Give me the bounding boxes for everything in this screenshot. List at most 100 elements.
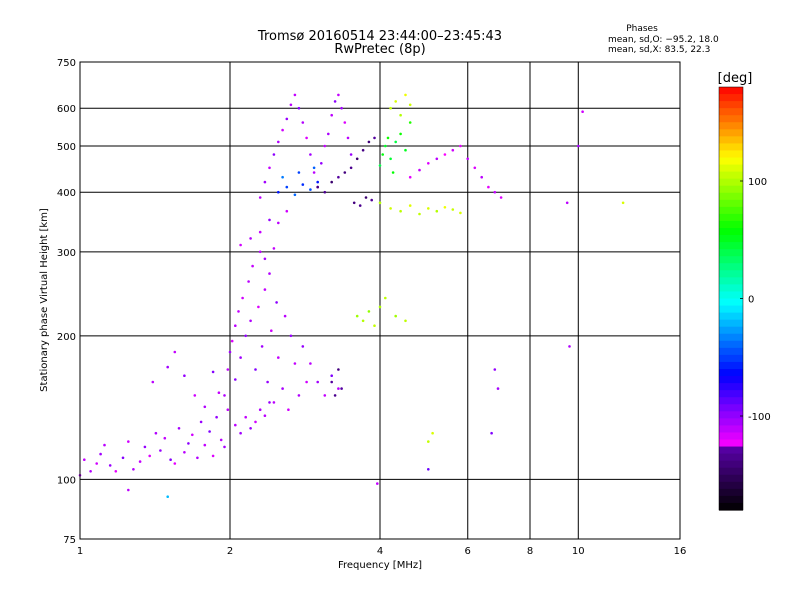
- data-point: [114, 470, 118, 473]
- data-point: [378, 305, 382, 309]
- y-tick-label: 75: [63, 535, 76, 546]
- colorbar-band: [719, 213, 743, 222]
- colorbar-band: [719, 361, 743, 370]
- data-point: [389, 207, 392, 210]
- data-point: [418, 212, 421, 216]
- colorbar-band: [719, 157, 743, 166]
- data-point: [223, 445, 226, 449]
- colorbar-band: [719, 150, 743, 159]
- data-point: [568, 345, 571, 348]
- data-point: [281, 175, 284, 179]
- data-point: [285, 209, 289, 213]
- data-point: [323, 190, 327, 194]
- y-axis-label: Stationary phase Virtual Height [km]: [39, 208, 50, 392]
- data-point: [343, 171, 347, 174]
- data-point: [258, 230, 262, 234]
- chart-title: Tromsø 20160514 23:44:00–23:45:43: [257, 29, 502, 44]
- data-point: [312, 166, 316, 170]
- data-point: [268, 218, 271, 222]
- colorbar-band: [719, 474, 743, 483]
- data-point: [459, 211, 462, 215]
- data-point: [173, 462, 177, 465]
- data-point: [226, 408, 230, 412]
- colorbar-tick-label: 100: [748, 177, 767, 188]
- y-tick-label: 400: [57, 188, 76, 199]
- data-point: [389, 106, 392, 110]
- colorbar-band: [719, 481, 743, 490]
- data-point: [272, 153, 276, 156]
- x-tick-label: 6: [465, 546, 471, 557]
- x-tick-label: 1: [77, 546, 83, 557]
- data-point: [263, 180, 267, 184]
- colorbar-band: [719, 242, 743, 250]
- x-axis-label: Frequency [MHz]: [338, 560, 422, 571]
- data-point: [376, 482, 379, 485]
- colorbar-band: [719, 178, 743, 187]
- data-point: [346, 136, 350, 140]
- colorbar-band: [719, 418, 743, 426]
- data-point: [83, 458, 86, 462]
- data-point: [258, 250, 262, 254]
- data-point: [99, 452, 102, 456]
- data-point: [211, 370, 215, 374]
- colorbar-band: [719, 171, 743, 180]
- data-point: [408, 204, 412, 207]
- data-point: [327, 132, 330, 136]
- data-point: [166, 495, 169, 499]
- data-point: [215, 415, 218, 419]
- colorbar-ticks: 100 0 -100: [740, 177, 771, 423]
- data-point: [258, 408, 262, 412]
- data-point: [166, 365, 169, 369]
- x-tick-label: 4: [377, 546, 383, 557]
- data-point: [323, 394, 327, 397]
- data-point: [219, 438, 223, 442]
- data-point: [249, 237, 252, 240]
- y-tick-label: 600: [57, 104, 76, 115]
- data-point: [293, 93, 297, 97]
- data-point: [277, 221, 280, 225]
- colorbar-band: [719, 488, 743, 497]
- colorbar-band: [719, 263, 743, 271]
- data-point: [408, 121, 412, 124]
- chart-subtitle: RwPretec (8p): [334, 42, 425, 57]
- data-point: [473, 166, 477, 170]
- data-point: [337, 368, 340, 371]
- data-point: [490, 431, 493, 435]
- data-point: [581, 110, 584, 113]
- colorbar-band: [719, 164, 743, 173]
- colorbar-band: [719, 129, 743, 137]
- x-tick-label: 8: [527, 546, 533, 557]
- data-point: [384, 296, 387, 300]
- x-axis-ticks: 1 2 4 6 8 10 16: [77, 546, 687, 557]
- data-point: [427, 468, 430, 471]
- y-tick-label: 750: [57, 58, 76, 69]
- data-point: [89, 470, 92, 473]
- data-point: [408, 175, 412, 179]
- y-tick-label: 100: [57, 475, 76, 486]
- data-point: [301, 183, 305, 186]
- x-tick-label: 2: [227, 546, 233, 557]
- colorbar-band: [719, 108, 743, 116]
- colorbar: [deg] 100 0 -100: [718, 71, 771, 511]
- data-point: [234, 423, 237, 427]
- data-point: [230, 339, 234, 343]
- data-point: [361, 148, 365, 152]
- data-point: [281, 128, 284, 132]
- colorbar-band: [719, 326, 743, 335]
- phases-o-stats: mean, sd,O: −95.2, 18.0: [608, 35, 719, 45]
- data-point: [211, 454, 215, 458]
- data-point: [277, 140, 280, 144]
- colorbar-band: [719, 206, 743, 215]
- data-point: [263, 288, 267, 291]
- data-point: [151, 380, 155, 384]
- data-point: [228, 350, 232, 354]
- data-point: [333, 394, 337, 397]
- data-point: [187, 442, 190, 445]
- colorbar-band: [719, 425, 743, 434]
- data-point: [466, 157, 470, 161]
- colorbar-band: [719, 439, 743, 448]
- data-point: [337, 175, 340, 179]
- data-point: [418, 168, 421, 172]
- data-point: [283, 314, 287, 318]
- colorbar-band: [719, 404, 743, 412]
